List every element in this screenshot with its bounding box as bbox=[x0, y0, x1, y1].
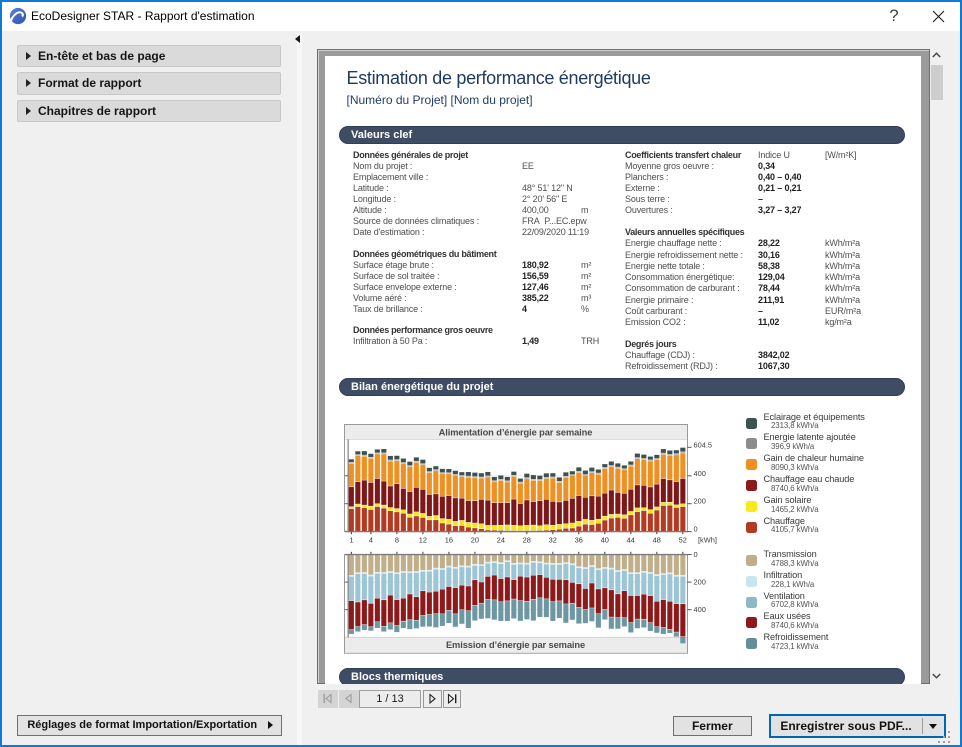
svg-text:36: 36 bbox=[575, 536, 583, 545]
svg-text:28: 28 bbox=[523, 536, 531, 545]
svg-text:24: 24 bbox=[497, 536, 505, 545]
svg-text:16: 16 bbox=[445, 536, 453, 545]
svg-text:44: 44 bbox=[627, 536, 635, 545]
svg-text:20: 20 bbox=[471, 536, 479, 545]
svg-text:8: 8 bbox=[395, 536, 399, 545]
svg-text:0: 0 bbox=[694, 525, 698, 534]
svg-text:200: 200 bbox=[694, 578, 706, 587]
svg-text:1: 1 bbox=[349, 536, 353, 545]
svg-text:400: 400 bbox=[694, 605, 706, 614]
svg-text:200: 200 bbox=[694, 497, 706, 506]
svg-text:48: 48 bbox=[653, 536, 661, 545]
svg-text:32: 32 bbox=[549, 536, 557, 545]
svg-text:604.5: 604.5 bbox=[694, 440, 713, 449]
svg-text:40: 40 bbox=[601, 536, 609, 545]
svg-text:[kWh]: [kWh] bbox=[698, 536, 717, 545]
svg-text:Emission d’énergie par semaine: Emission d’énergie par semaine bbox=[446, 640, 585, 650]
svg-text:12: 12 bbox=[419, 536, 427, 545]
svg-text:4: 4 bbox=[369, 536, 373, 545]
svg-text:Alimentation d’énergie par sem: Alimentation d’énergie par semaine bbox=[439, 428, 593, 438]
svg-text:0: 0 bbox=[694, 550, 698, 559]
svg-text:400: 400 bbox=[694, 469, 706, 478]
svg-text:52: 52 bbox=[679, 536, 687, 545]
